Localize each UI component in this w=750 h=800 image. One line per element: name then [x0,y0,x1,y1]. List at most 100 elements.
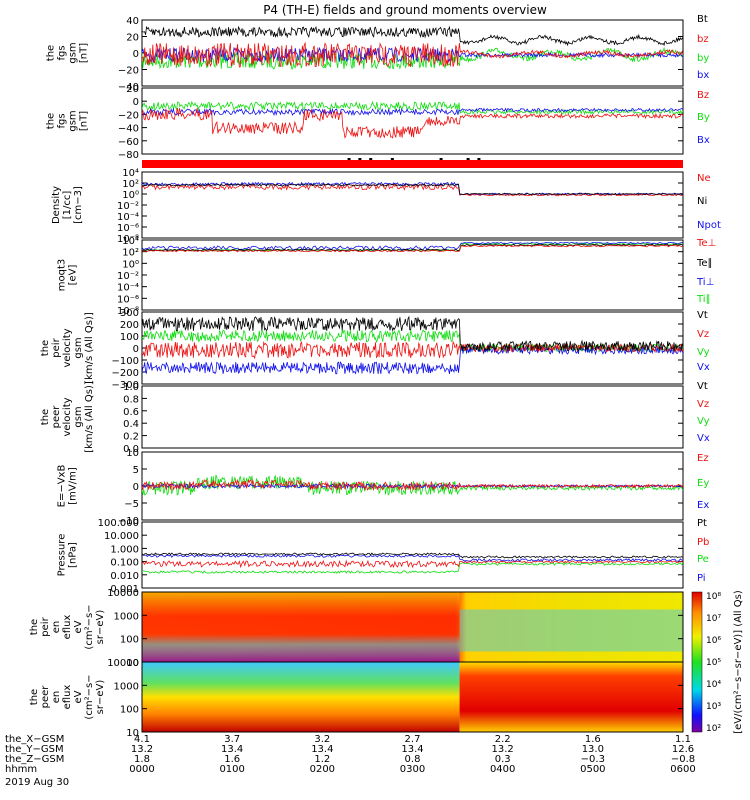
legend-entry: Vz [697,399,709,410]
y-tick-label: 0.4 [123,419,139,430]
colorbar-label: [eV/(cm²−s−sr−eV)] (All Qs) [733,590,744,734]
y-tick-label: 0 [133,97,139,108]
y-tick-label: 100 [120,332,139,343]
y-tick-label: −40 [118,82,139,93]
panel-frame [141,171,684,239]
x-tick-label: 3.2 [314,734,330,745]
y-axis-label: Density [51,186,62,224]
y-axis-label: sr−eV) [95,610,106,645]
y-tick-label: 5 [133,465,139,476]
y-tick-label: 0 [133,49,139,60]
y-axis-label: (cm²−s− [84,674,95,719]
panel-8: 100.000 10.000 1.000 0.100 0.010 0.001 Pressur… [57,518,710,595]
status-bar [142,158,683,168]
y-tick-label: −200 [112,368,139,379]
y-tick-label: 10² [122,179,139,190]
y-tick-label: 10⁻² [117,271,139,282]
x-tick-label: 12.6 [672,744,694,755]
colorbar-tick-label: 10³ [706,702,721,712]
x-axis-row-label: hhmm [5,764,37,775]
series-line-bx [142,46,683,64]
date-label: 2019 Aug 30 [5,777,69,788]
legend-entry: Vx [697,433,710,444]
series-line-Vt [142,315,683,353]
y-tick-label: 100 [120,705,139,716]
x-tick-label: 0.8 [405,754,421,765]
legend-entry: Te∥ [696,258,713,269]
x-tick-label: 0200 [310,764,335,775]
y-axis-label: peer [40,685,51,709]
y-tick-label: 10⁻⁶ [117,294,139,305]
y-tick-label: −20 [118,66,139,77]
colorbar [691,591,703,733]
legend-entry: Ez [697,453,709,464]
y-axis-label: gsm [73,337,84,358]
y-tick-label: 300 [120,308,139,319]
series-line-Pb [142,559,683,569]
y-axis-label: eV [73,620,84,633]
legend-entry: Vt [697,381,708,392]
series-line-Bt [142,25,683,47]
y-tick-label: 10² [122,248,139,259]
colorbar-tick-label: 10⁵ [706,658,721,668]
panel-7: 10 5 0 −5 −10 E=−VxB [mV/m] Ez Ey Ex [57,448,710,527]
panel-frame [141,87,684,155]
legend-entry: Bt [697,14,708,25]
series-line-Te⊥ [142,244,683,253]
y-tick-label: 10⁻⁴ [117,283,139,294]
y-tick-label: 10⁰ [122,259,139,270]
y-axis-label: peer [51,405,62,429]
series-line-Bz [142,108,683,139]
legend-entry: Bx [697,135,710,146]
x-tick-label: 0400 [490,764,515,775]
y-axis-label: [nT] [79,111,90,131]
colorbar-tick-label: 10⁴ [706,680,721,690]
y-axis-label: E=−VxB [57,465,68,508]
y-tick-label: −300 [112,380,139,391]
panel-frame [141,385,684,449]
y-tick-label: 1.0 [123,382,139,393]
y-tick-label: −10 [118,516,139,527]
y-tick-label: −60 [118,137,139,148]
y-tick-label: 10⁴ [122,168,139,179]
series-line-Bx [142,107,683,117]
x-tick-label: 1.8 [134,754,150,765]
y-axis-label: the [46,45,57,61]
y-axis-label: Pressure [57,534,68,577]
y-axis-label: [km/s (All Qs)] [84,312,95,384]
y-tick-label: 0.2 [123,432,139,443]
legend-entry: Te⊥ [696,238,716,249]
legend-entry: bz [697,34,709,45]
x-tick-label: −0.8 [671,754,695,765]
y-axis-label: peir [51,337,62,357]
x-tick-label: 13.2 [492,744,514,755]
y-tick-label: 0 [133,482,139,493]
series-line-bz [142,41,683,68]
series-line-Pi [142,554,683,562]
y-axis-label: velocity [62,328,73,367]
y-tick-label: −100 [112,356,139,367]
legend-entry: Vy [697,347,710,358]
legend-entry: Pt [697,518,707,529]
legend-entry: Bz [697,90,709,101]
x-tick-label: 0100 [219,764,244,775]
ion-spectrogram-lowflux [459,609,683,652]
x-tick-label: 3.7 [224,734,240,745]
legend-entry: Vx [697,362,710,373]
y-axis-label: [km/s (All Qs)] [84,381,95,453]
colorbar-tick-label: 10² [706,724,721,734]
x-tick-label: 0300 [400,764,425,775]
y-axis-label: [nPa] [68,542,79,568]
panel-6: 1.00.8 0.60.4 0.20.0 the peer velocity gsm [km/… [40,381,710,455]
x-axis-row-label: the_Z−GSM [5,754,64,765]
legend-entry: Vt [697,310,708,321]
y-tick-label: 10⁴ [122,236,139,247]
legend-entry: Ey [697,478,709,489]
legend-entry: Ni [697,196,707,207]
y-tick-label: 10 [126,448,139,459]
y-axis-label: [nT] [79,43,90,63]
y-axis-label: [eV] [68,265,79,286]
y-tick-label: 20 [126,84,139,95]
